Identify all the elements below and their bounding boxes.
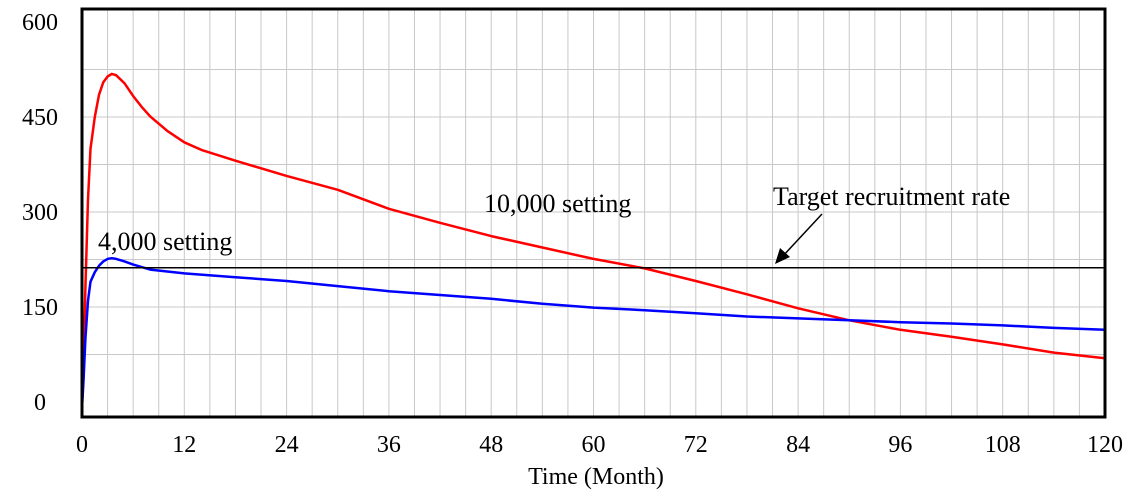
x-tick-label: 120 [1087,432,1123,458]
x-tick-label: 12 [172,432,196,458]
series-line-1 [80,256,1106,409]
series-line-0 [80,72,1106,409]
x-tick-label: 24 [275,432,299,458]
x-tick-label: 60 [582,432,606,458]
y-tick-labels: 0 150 300 450 600 [22,10,58,416]
x-tick-label: 84 [786,432,810,458]
y-tick-label: 450 [22,105,58,131]
series-lines [80,72,1106,409]
x-tick-label: 72 [684,432,708,458]
target-label: Target recruitment rate [773,182,1010,211]
target-arrow [775,213,823,264]
y-tick-label: 300 [22,200,58,226]
x-tick-label: 96 [888,432,912,458]
grid-lines [82,9,1105,417]
x-tick-label: 0 [76,432,88,458]
x-axis-title: Time (Month) [528,464,664,490]
x-tick-label: 36 [377,432,401,458]
blue-series-label: 4,000 setting [98,227,232,256]
red-series-label: 10,000 setting [484,189,631,218]
x-tick-labels: 0 12 24 36 48 60 72 84 96 108 120 [76,432,1123,458]
x-tick-label: 48 [479,432,503,458]
y-tick-label: 600 [22,10,58,36]
x-tick-label: 108 [985,432,1021,458]
y-tick-label: 0 [34,390,46,416]
y-tick-label: 150 [22,295,58,321]
plot-frame [80,7,1107,419]
